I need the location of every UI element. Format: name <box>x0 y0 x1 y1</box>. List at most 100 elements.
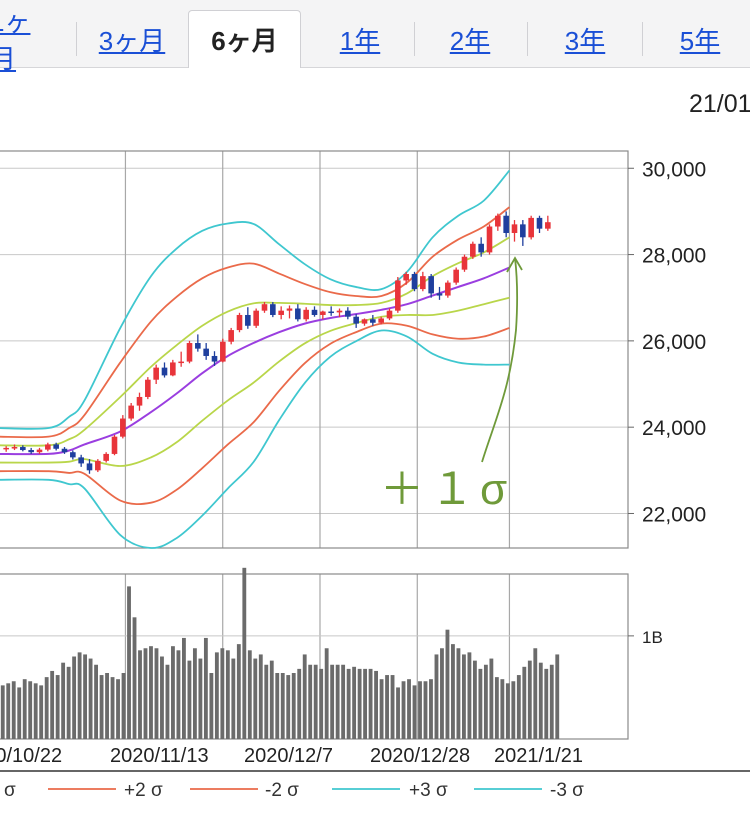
candle-body <box>278 310 284 315</box>
volume-bar <box>176 650 181 739</box>
volume-bar <box>346 668 351 739</box>
volume-bar <box>88 658 93 739</box>
y-tick-label: 30,000 <box>642 158 706 181</box>
band-plus-2-sigma <box>0 206 510 439</box>
volume-bar <box>28 681 33 739</box>
candle-body <box>136 396 143 406</box>
volume-bar <box>77 652 82 739</box>
candle-body <box>428 276 434 294</box>
volume-bar <box>110 677 115 739</box>
candle-body <box>145 379 151 397</box>
volume-bar <box>494 677 499 739</box>
volume-bar <box>182 637 186 739</box>
candle-body <box>445 282 451 296</box>
tab-1-year[interactable]: 1年 <box>339 25 381 56</box>
candle-body <box>378 318 384 323</box>
candle-body <box>11 447 18 449</box>
candle-body <box>403 273 409 281</box>
volume-bar <box>385 675 389 739</box>
price-y-axis: 30,000 28,000 26,000 24,000 22,000 <box>628 158 706 526</box>
volume-bar <box>61 662 66 739</box>
volume-bar <box>429 679 433 739</box>
volume-bar <box>341 664 346 739</box>
volume-bar <box>478 668 483 739</box>
candle-body <box>3 447 9 450</box>
candle-body <box>395 280 401 311</box>
tab-3-years[interactable]: 3年 <box>564 25 606 56</box>
tab-1-month[interactable]: 1ヶ月 <box>0 7 31 74</box>
candle-body <box>128 405 134 419</box>
volume-bar <box>253 658 258 739</box>
candle-body <box>453 269 459 283</box>
volume-bar <box>302 654 307 739</box>
tab-separator <box>527 22 528 56</box>
volume-bar <box>280 673 285 739</box>
candle-body <box>61 448 68 453</box>
candle-body <box>53 444 59 449</box>
tab-5-years[interactable]: 5年 <box>679 25 721 56</box>
candle-body <box>111 436 118 454</box>
candle-body <box>261 304 268 311</box>
volume-bar <box>401 681 406 739</box>
candle-body <box>86 463 93 471</box>
volume-bar <box>116 679 120 739</box>
volume-bar <box>154 648 159 739</box>
candle-body <box>286 308 293 311</box>
volume-plot-frame <box>0 573 629 740</box>
volume-bar <box>72 656 77 739</box>
date-label: 21/01/21 <box>689 90 750 118</box>
volume-bar <box>555 654 560 739</box>
volume-bar <box>396 687 400 739</box>
volume-bar <box>313 664 318 739</box>
volume-bar <box>165 664 170 739</box>
volume-bar <box>308 664 313 739</box>
volume-bar <box>11 681 16 739</box>
volume-bar <box>445 629 450 739</box>
volume-bar <box>44 677 49 739</box>
tab-6-months[interactable]: 6ヶ月 <box>188 10 301 68</box>
volume-bar <box>418 681 422 739</box>
band-minus-2-sigma <box>0 322 510 505</box>
volume-bar <box>505 683 510 739</box>
volume-bar <box>522 666 527 739</box>
volume-bar <box>214 652 219 739</box>
candle-body <box>436 293 443 296</box>
volume-bar <box>335 664 340 739</box>
chart-legend: σ +2 σ -2 σ +3 σ -3 σ <box>4 780 584 801</box>
candle-body <box>511 224 518 233</box>
tab-separator <box>414 22 415 56</box>
candle-body <box>178 361 184 364</box>
candle-body <box>28 450 34 453</box>
volume-bar <box>379 679 384 739</box>
legend-label: σ <box>4 780 16 801</box>
candle-body <box>253 310 259 326</box>
volume-bar <box>94 664 98 739</box>
candle-body <box>311 309 318 315</box>
volume-bar <box>105 673 109 739</box>
tab-2-years[interactable]: 2年 <box>449 25 491 56</box>
tab-3-months[interactable]: 3ヶ月 <box>98 25 166 56</box>
band-moving-average <box>0 266 510 456</box>
candle-body <box>170 362 176 376</box>
volume-bar <box>451 644 455 739</box>
legend-label: +3 σ <box>409 780 448 801</box>
candle-body <box>461 256 468 270</box>
volume-bar <box>17 687 22 739</box>
candle-body <box>70 452 76 458</box>
volume-bar <box>269 660 274 739</box>
legend-label: +2 σ <box>124 780 163 801</box>
tab-separator <box>76 22 77 56</box>
volume-bar <box>330 664 335 739</box>
volume-bar <box>138 650 142 739</box>
candle-body <box>361 319 368 324</box>
volume-bar <box>352 666 357 739</box>
volume-bar <box>489 658 494 739</box>
volume-bar <box>456 648 461 739</box>
candle-body <box>470 243 476 257</box>
candle-body <box>520 224 526 238</box>
volume-bar <box>467 652 472 739</box>
candle-body <box>386 310 393 319</box>
candle-body <box>411 273 418 290</box>
candle-body <box>545 222 551 229</box>
volume-bar <box>390 675 395 739</box>
